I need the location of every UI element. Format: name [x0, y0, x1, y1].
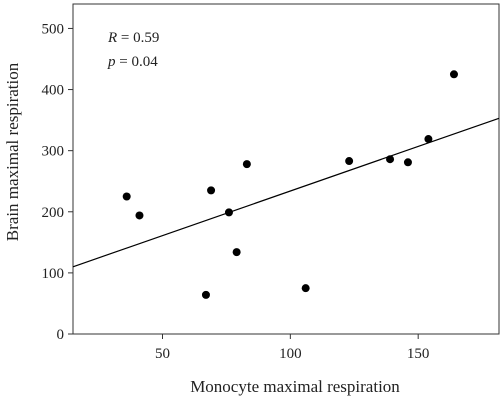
data-point: [386, 155, 395, 164]
regression-line-group: [72, 117, 500, 268]
data-point: [224, 208, 233, 217]
r-symbol: R: [107, 30, 117, 46]
data-point: [201, 290, 210, 299]
y-tick-label: 500: [42, 21, 65, 37]
x-axis: 50 100 150: [155, 334, 429, 362]
y-tick-label: 100: [42, 266, 65, 282]
x-tick-label: 150: [407, 346, 430, 362]
plot-frame: [72, 3, 500, 335]
p-symbol: p: [107, 54, 116, 70]
r-value: = 0.59: [117, 30, 159, 46]
y-axis: 0 100 200 300 400 500: [42, 21, 73, 343]
data-point: [232, 248, 241, 257]
data-point: [122, 192, 131, 201]
x-axis-title: Monocyte maximal respiration: [190, 377, 400, 396]
y-tick-label: 300: [42, 144, 65, 160]
y-tick-label: 0: [57, 327, 65, 343]
data-point: [449, 70, 458, 79]
data-points: [122, 70, 458, 299]
r-annotation: R = 0.59: [107, 30, 159, 46]
y-axis-title: Brain maximal respiration: [3, 62, 22, 241]
data-point: [424, 135, 433, 144]
regression-line: [72, 117, 500, 268]
data-point: [403, 158, 412, 167]
data-point: [207, 186, 216, 195]
data-point: [135, 211, 144, 220]
y-tick-label: 200: [42, 205, 65, 221]
plot-border: [72, 3, 500, 335]
data-point: [301, 284, 310, 293]
data-point: [242, 160, 251, 169]
p-value: = 0.04: [116, 54, 159, 70]
y-tick-label: 400: [42, 83, 65, 99]
p-annotation: p = 0.04: [107, 54, 158, 70]
x-tick-label: 100: [279, 346, 302, 362]
x-tick-label: 50: [155, 346, 170, 362]
data-point: [345, 157, 354, 166]
